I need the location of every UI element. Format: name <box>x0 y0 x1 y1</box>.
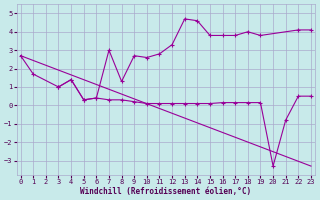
X-axis label: Windchill (Refroidissement éolien,°C): Windchill (Refroidissement éolien,°C) <box>80 187 251 196</box>
